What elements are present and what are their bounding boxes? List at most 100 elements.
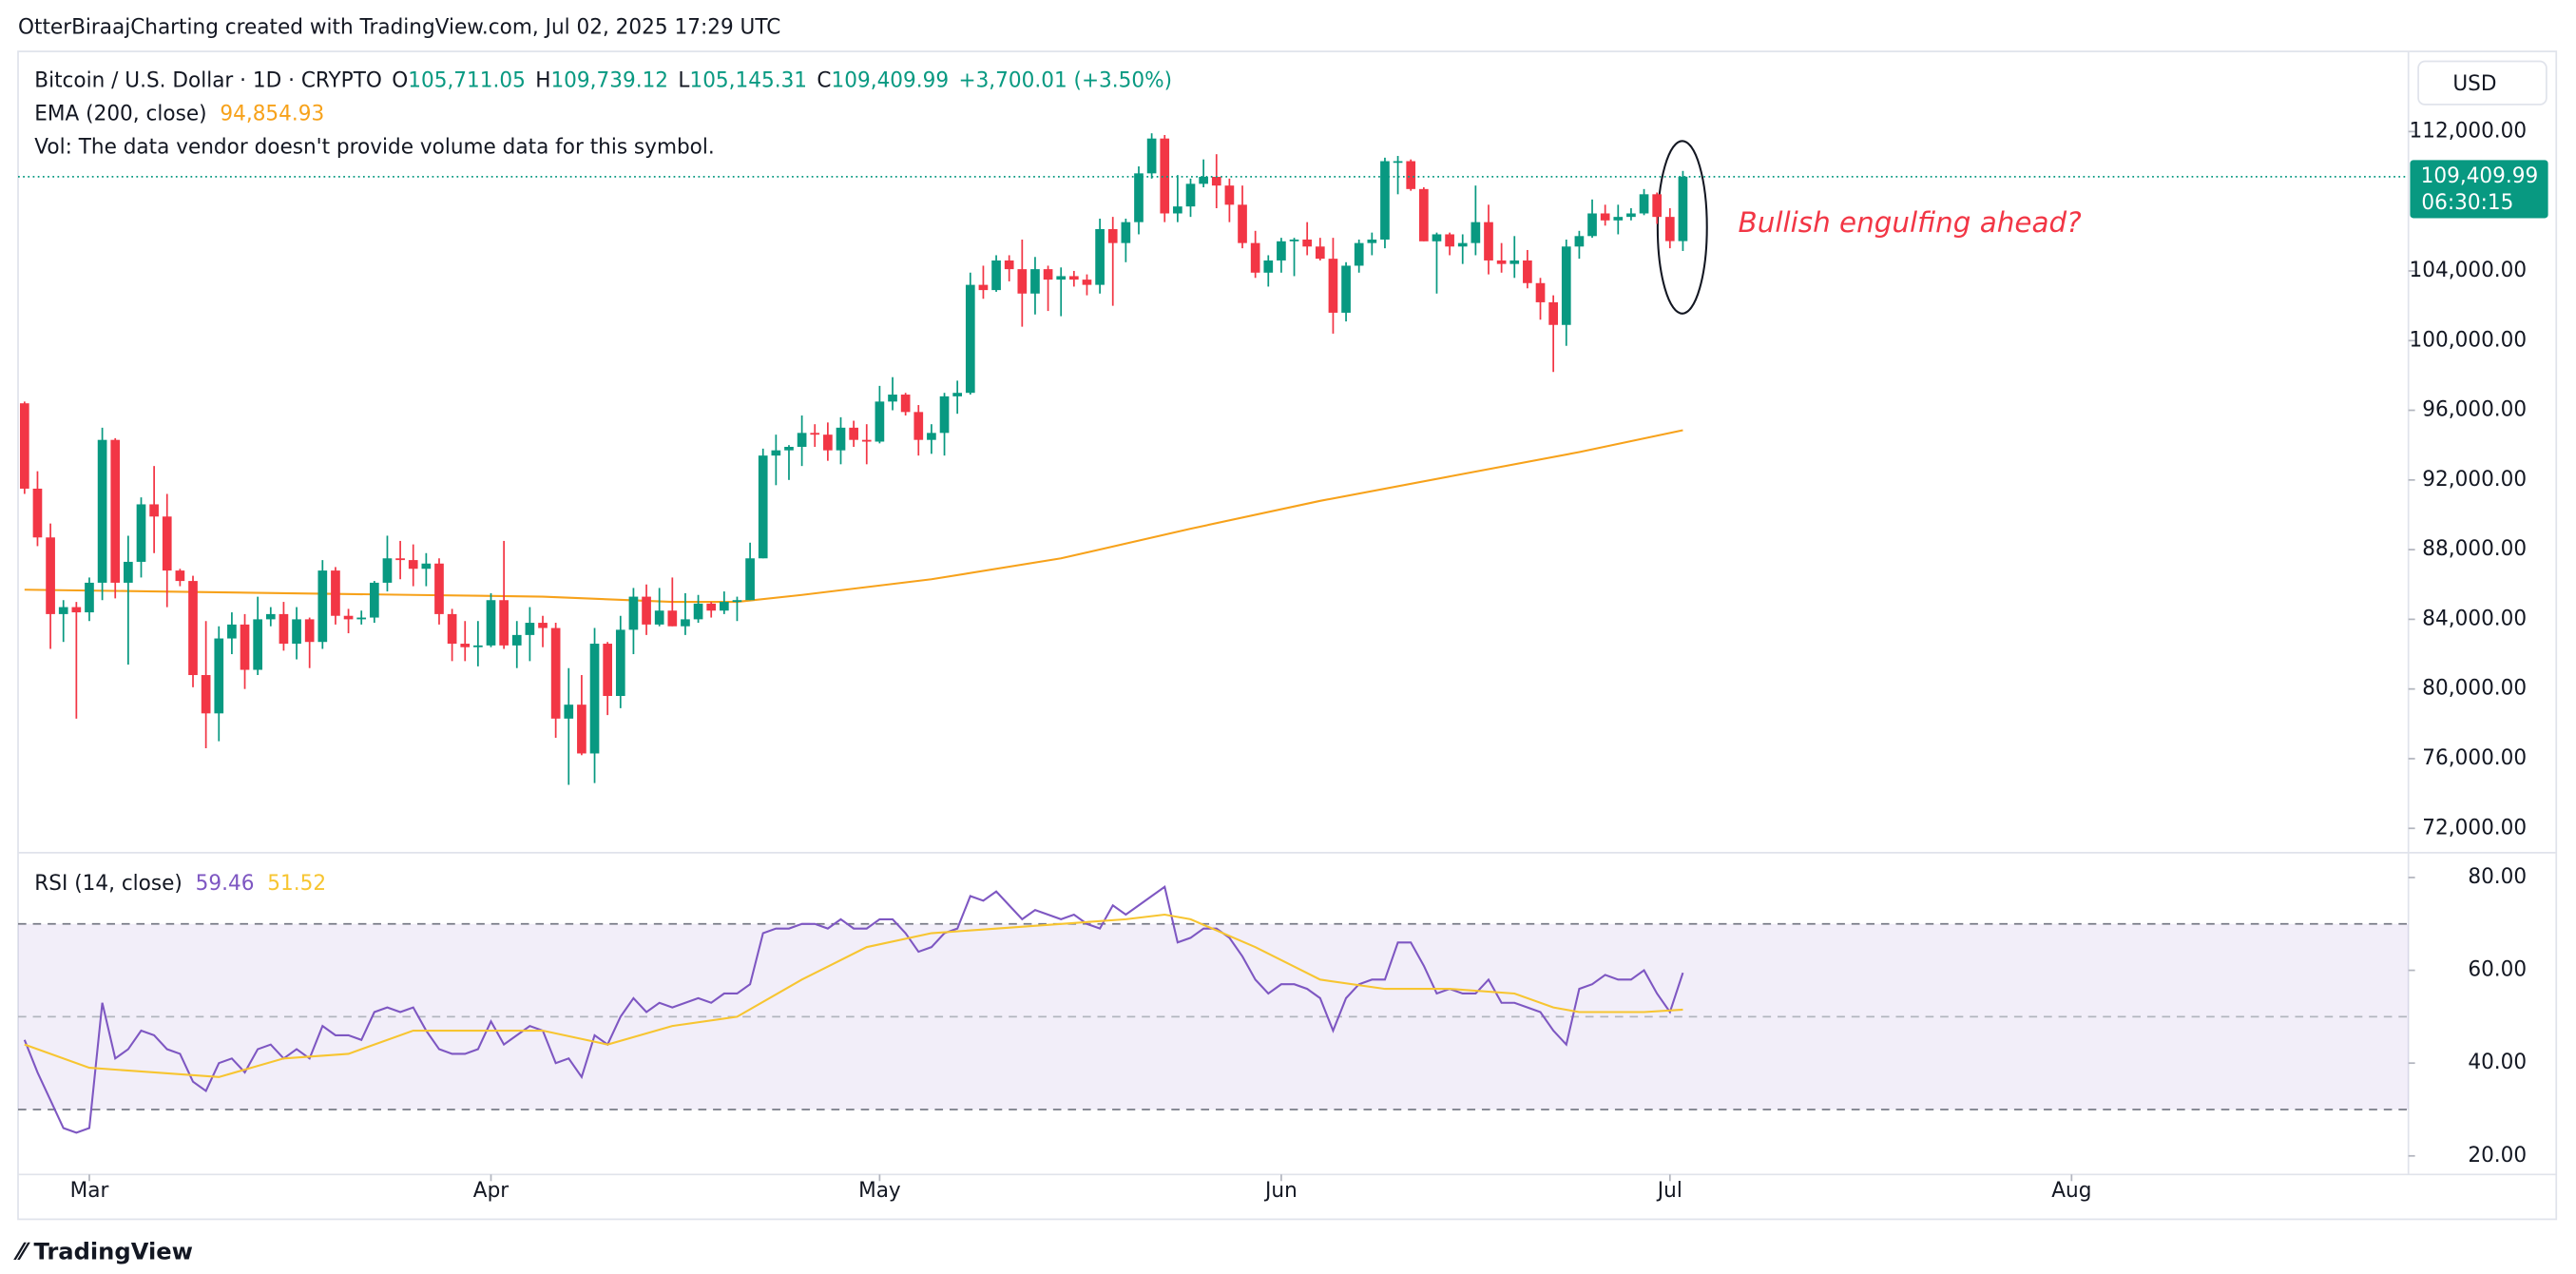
y-tick-label: 96,000.00: [2422, 397, 2527, 421]
candle-body: [1354, 242, 1364, 266]
rsi-legend: RSI (14, close) 59.46 51.52: [34, 872, 326, 896]
x-tick-label: Aug: [2051, 1179, 2091, 1203]
candle-body: [46, 537, 55, 614]
y-tick-label: 72,000.00: [2422, 816, 2527, 840]
candle-body: [356, 617, 367, 620]
candle-body: [343, 615, 354, 620]
candle-body: [486, 600, 496, 646]
candle-body: [395, 558, 405, 561]
candle-body: [1523, 260, 1532, 283]
candle-body: [175, 570, 185, 582]
candle-body: [1587, 213, 1597, 237]
candle-body: [1626, 213, 1636, 218]
candle-body: [304, 619, 315, 643]
candle-body: [1069, 276, 1079, 280]
candle-body: [693, 603, 703, 620]
candle-body: [888, 395, 897, 402]
candle-body: [1134, 173, 1144, 222]
candle-body: [1315, 246, 1325, 260]
candle-body: [1121, 222, 1131, 243]
candle-body: [32, 488, 43, 538]
volume-note: Vol: The data vendor doesn't provide vol…: [34, 135, 714, 159]
candle-body: [1004, 260, 1014, 270]
candle-body: [900, 395, 911, 413]
candle-body: [1211, 177, 1221, 186]
candle-body: [1652, 194, 1663, 218]
candle-body: [550, 627, 561, 719]
candle-body: [19, 403, 29, 489]
x-tick-label: Apr: [473, 1179, 509, 1203]
candle-body: [875, 401, 885, 442]
candle-body: [1224, 185, 1235, 205]
candle-body: [279, 613, 289, 645]
candle-body: [292, 619, 301, 645]
candle-body: [1043, 269, 1053, 280]
candle-body: [525, 623, 535, 635]
candle-body: [1056, 276, 1067, 280]
rsi-name: RSI (14, close): [34, 872, 183, 896]
o-value: 105,711.05: [408, 68, 526, 92]
candle-body: [719, 602, 729, 611]
candle-body: [1095, 228, 1105, 285]
candle-body: [1328, 259, 1338, 313]
candle-body: [1664, 217, 1675, 241]
rsi-band-fill: [18, 923, 2409, 1110]
candle-body: [732, 600, 742, 603]
candle-body: [758, 455, 768, 559]
candle-body: [1367, 239, 1377, 243]
candle-body: [434, 563, 444, 614]
candle-body: [214, 638, 224, 714]
candle-body: [253, 619, 263, 670]
candle-body: [849, 427, 858, 440]
logo-text[interactable]: TradingView: [34, 1237, 194, 1264]
currency-button[interactable]: [2417, 60, 2547, 106]
candle-body: [577, 705, 586, 754]
candle-body: [667, 610, 678, 627]
candle-body: [810, 433, 820, 435]
candle-body: [1471, 222, 1481, 243]
candle-body: [991, 260, 1001, 291]
candle-body: [136, 504, 146, 562]
candle-body: [58, 607, 68, 614]
candle-body: [85, 582, 94, 613]
candle-body: [538, 623, 548, 628]
candle-body: [1509, 260, 1520, 264]
candle-body: [706, 603, 717, 611]
candle-body: [1199, 177, 1208, 184]
candle-body: [1160, 138, 1170, 214]
rsi-value: 59.46: [196, 872, 255, 896]
rsi-line: [23, 884, 1684, 1134]
candle-body: [408, 560, 418, 569]
candle-body: [927, 433, 936, 440]
candle-body: [1146, 138, 1157, 174]
y-tick-label: 88,000.00: [2422, 537, 2527, 561]
x-tick-label: May: [858, 1179, 901, 1203]
candle-body: [1263, 260, 1274, 273]
currency[interactable]: USD: [2452, 72, 2496, 96]
countdown: 06:30:15: [2421, 191, 2513, 215]
c-value: 109,409.99: [832, 68, 950, 92]
candle-body: [1380, 161, 1390, 240]
candle-body: [149, 504, 159, 517]
y-tick-label: 112,000.00: [2410, 119, 2528, 143]
ema-value: 94,854.93: [220, 102, 324, 125]
candle-body: [1600, 213, 1610, 221]
candle-body: [1107, 228, 1118, 243]
candle-body: [564, 705, 574, 719]
candle-body: [1484, 222, 1493, 261]
candle-body: [331, 570, 340, 616]
candle-body: [473, 645, 483, 647]
candle-body: [978, 284, 989, 291]
candle-body: [797, 433, 807, 448]
candle-body: [1535, 282, 1546, 302]
logo[interactable]: ⁄⁄ TradingView: [13, 1237, 193, 1264]
candle-body: [162, 516, 172, 571]
candle-body: [71, 607, 82, 613]
h-key: H: [535, 68, 550, 92]
candle-body: [589, 644, 600, 754]
candle-body: [628, 596, 639, 630]
candle-body: [511, 634, 522, 646]
candle-body: [1017, 269, 1028, 294]
